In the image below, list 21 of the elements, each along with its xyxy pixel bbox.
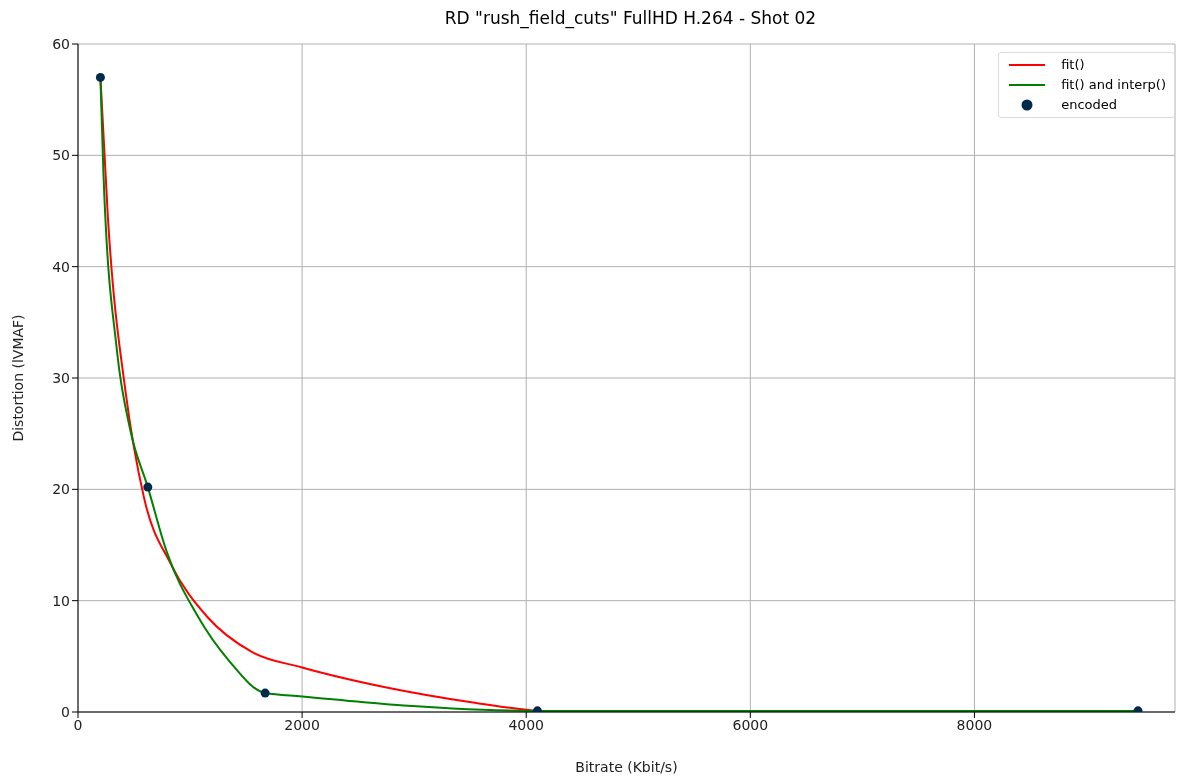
y-tick-label: 50 [52, 147, 70, 164]
x-tick-label: 4000 [508, 716, 545, 733]
chart-title: RD "rush_field_cuts" FullHD H.264 - Shot 02 [443, 8, 818, 31]
x-tick-label: 6000 [732, 716, 769, 733]
legend-label: encoded [1061, 96, 1117, 114]
point [95, 72, 105, 82]
point [260, 688, 270, 698]
y-axis-title: Distortion (lVMAF) [9, 314, 26, 442]
x-tick-label: 0 [73, 716, 83, 733]
y-tick-label: 10 [52, 592, 70, 609]
y-tick-label: 20 [52, 481, 70, 498]
x-tick-label: 8000 [956, 716, 993, 733]
x-axis-title: Bitrate (Kbit/s) [575, 759, 678, 775]
x-tick-label: 2000 [284, 716, 320, 733]
legend-label: fit() and interp() [1061, 76, 1166, 94]
y-tick-label: 30 [52, 369, 70, 386]
y-tick-label: 60 [52, 35, 70, 52]
y-tick-label: 0 [61, 703, 70, 720]
point [143, 482, 153, 492]
y-tick-label: 40 [52, 258, 70, 275]
legend-label: fit() [1061, 56, 1085, 74]
